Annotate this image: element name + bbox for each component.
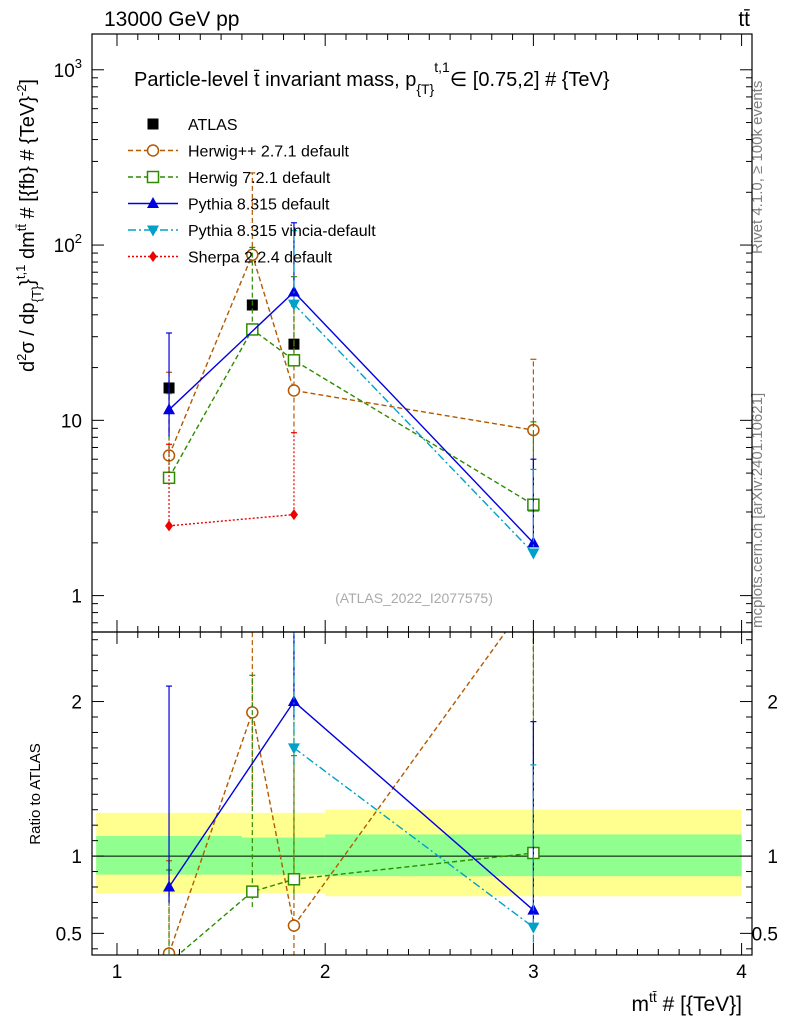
main-point	[289, 509, 298, 521]
y-tick-exponent: 3	[75, 56, 82, 71]
x-tick-label: 3	[528, 962, 539, 983]
ratio-series-herwig7	[164, 632, 540, 968]
main-series-herwigpp	[162, 172, 540, 487]
main-series-line	[168, 513, 295, 527]
ratio-point	[287, 743, 300, 755]
ratio-y-tick-label-right: 2	[767, 693, 778, 714]
legend-item: Herwig 7.2.1 default	[128, 170, 331, 187]
legend-marker	[147, 225, 159, 237]
main-series-atlas	[163, 299, 539, 512]
legend-item: Pythia 8.315 vincia-default	[128, 223, 376, 240]
legend-label: Herwig++ 2.7.1 default	[188, 144, 350, 161]
main-series-vincia	[287, 229, 540, 560]
legend-label: ATLAS	[188, 117, 238, 134]
y-tick-label: 102	[54, 231, 82, 257]
ratio-series-line	[168, 632, 507, 954]
legend-item: Herwig++ 2.7.1 default	[128, 144, 350, 161]
main-series-pythia	[163, 222, 540, 548]
main-series-herwig7	[162, 246, 540, 511]
ratio-series-line	[293, 747, 534, 928]
legend-marker	[147, 118, 159, 130]
ratio-point	[163, 880, 176, 892]
main-ylabel: d2σ / dp{T}}t,1 dmtt̄ # [{fb} # {TeV}-2]	[13, 79, 44, 372]
main-series-line	[168, 252, 534, 456]
header-process: tt̄	[738, 8, 750, 31]
ratio-point	[287, 695, 300, 707]
legend-label: Sherpa 2.2.4 default	[188, 250, 333, 267]
main-series-line	[293, 303, 534, 554]
ratio-y-tick-label-right: 1	[767, 847, 778, 868]
y-tick-label: 10	[61, 411, 82, 432]
ratio-y-tick-label: 2	[71, 693, 82, 714]
main-point	[163, 403, 176, 415]
main-point	[165, 520, 174, 532]
mcplots-label: mcplots.cern.ch [arXiv:2401.10621]	[749, 393, 766, 628]
ratio-ylabel: Ratio to ATLAS	[27, 743, 44, 844]
y-tick-exponent: 2	[75, 231, 82, 246]
ratio-plot-content	[162, 588, 540, 968]
legend-label: Herwig 7.2.1 default	[188, 170, 331, 187]
ratio-y-tick-label-right: 0.5	[752, 924, 778, 945]
main-point	[162, 471, 176, 485]
x-tick-label: 2	[320, 962, 331, 983]
main-point	[287, 285, 300, 297]
analysis-watermark: (ATLAS_2022_I2077575)	[335, 590, 493, 606]
rivet-label: Rivet 4.1.0, ≥ 100k events	[749, 81, 766, 254]
ratio-series-line	[177, 852, 534, 955]
ratio-point	[287, 873, 301, 886]
y-tick-label: 1	[71, 587, 82, 608]
main-point	[246, 323, 259, 336]
legend: ATLAS Herwig++ 2.7.1 default Herwig 7.2.1 …	[128, 117, 376, 267]
legend-marker	[146, 170, 160, 184]
ratio-y-tick-label: 0.5	[56, 924, 82, 945]
axes: 1 2 3 4 1 10 102 103 0.5 0.5 1 1 2 2	[54, 34, 778, 983]
x-tick-label: 1	[112, 962, 123, 983]
main-point	[287, 384, 301, 397]
legend-item: Sherpa 2.2.4 default	[128, 250, 333, 267]
main-point	[527, 536, 540, 548]
main-point	[287, 299, 300, 311]
ratio-point	[246, 885, 259, 898]
main-title: Particle-level t̄ invariant mass, p{T}t,…	[134, 59, 610, 97]
main-point	[287, 354, 301, 367]
ratio-series-vincia	[287, 632, 540, 943]
legend-marker	[149, 251, 157, 262]
legend-label: Pythia 8.315 default	[188, 197, 330, 214]
main-series-line	[168, 290, 534, 544]
y-tick-label: 103	[54, 56, 82, 82]
x-tick-label: 4	[736, 962, 747, 983]
ratio-point	[528, 588, 539, 599]
ratio-y-tick-label: 1	[71, 847, 82, 868]
main-series-sherpa	[165, 432, 298, 532]
ratio-frame	[91, 631, 753, 956]
legend-marker	[147, 197, 159, 208]
ratio-bands	[92, 809, 752, 897]
legend-item: ATLAS	[147, 117, 238, 134]
header-energy: 13000 GeV pp	[104, 8, 239, 31]
main-point	[527, 548, 540, 560]
legend-label: Pythia 8.315 vincia-default	[188, 223, 376, 240]
ratio-point	[164, 957, 175, 968]
main-plot-content	[162, 172, 540, 560]
x-axis-label: mtt̄ # [{TeV}]	[631, 989, 742, 1016]
legend-item: Pythia 8.315 default	[128, 197, 330, 214]
legend-marker	[146, 144, 160, 157]
ratio-point	[287, 919, 301, 932]
ratio-point	[527, 922, 540, 934]
main-series-line	[168, 328, 534, 506]
